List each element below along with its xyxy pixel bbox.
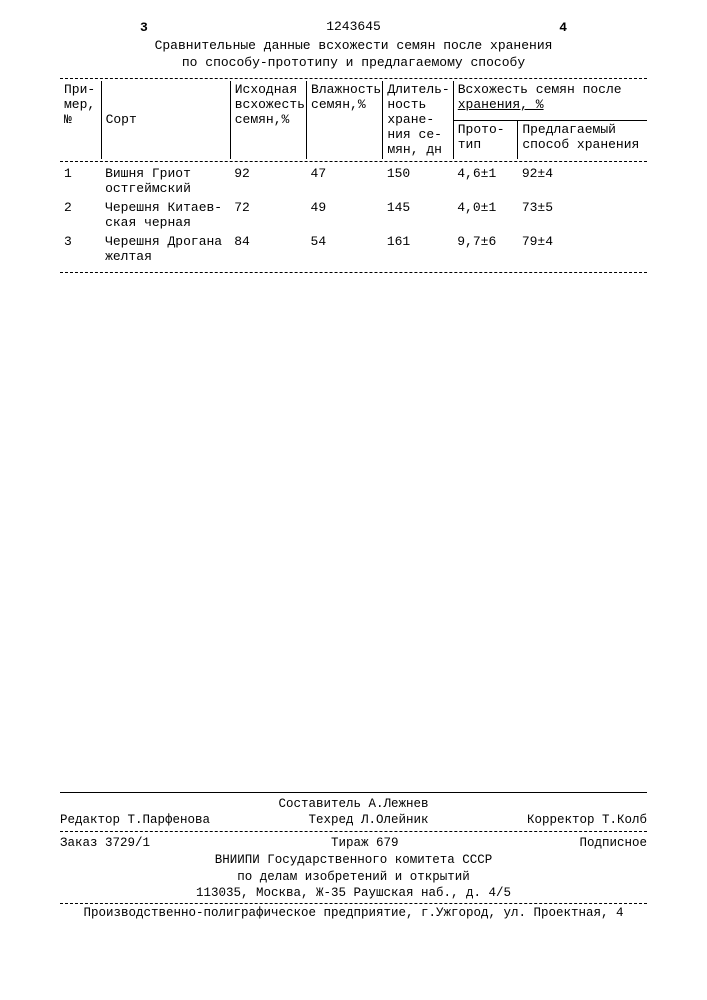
org-line-3: 113035, Москва, Ж-35 Раушская наб., д. 4… (60, 885, 647, 901)
order-line: Заказ 3729/1 (60, 836, 150, 850)
page-number-right: 4 (559, 20, 567, 35)
compiler-line: Составитель А.Лежнев (60, 797, 647, 811)
table-row: 1 Вишня Гриотостгеймский 92 47 150 4,6±1… (60, 164, 647, 198)
col-header-number: При-мер,№ (60, 81, 101, 160)
col-header-proposed: Предлагаемыйспособ хранения (518, 120, 647, 159)
col-header-group: Всхожесть семян послехранения, % (453, 81, 647, 120)
org-line-2: по делам изобретений и открытий (60, 869, 647, 885)
col-header-proto: Прото-тип (453, 120, 518, 159)
footer-block: Составитель А.Лежнев Редактор Т.Парфенов… (60, 788, 647, 920)
tirazh-line: Тираж 679 (331, 836, 399, 850)
table-row: 3 Черешня Дроганажелтая 84 54 161 9,7±6 … (60, 232, 647, 266)
table-title: Сравнительные данные всхожести семян пос… (60, 38, 647, 72)
divider (60, 78, 647, 79)
data-table: При-мер,№ Сорт Исходнаявсхожестьсемян,% … (60, 81, 647, 276)
col-header-initial: Исходнаявсхожестьсемян,% (230, 81, 306, 160)
col-header-sort: Сорт (101, 81, 230, 160)
print-line: Производственно-полиграфическое предприя… (60, 906, 647, 920)
page-number-left: 3 (140, 20, 148, 35)
sign-line: Подписное (579, 836, 647, 850)
table-row: 2 Черешня Китаев-ская черная 72 49 145 4… (60, 198, 647, 232)
corrector-line: Корректор Т.Колб (527, 813, 647, 827)
org-line-1: ВНИИПИ Государственного комитета СССР (60, 852, 647, 868)
tehred-line: Техред Л.Олейник (308, 813, 428, 827)
editor-line: Редактор Т.Парфенова (60, 813, 210, 827)
col-header-duration: Длитель-ностьхране-ния се-мян, дн (383, 81, 453, 160)
col-header-humidity: Влажностьсемян,% (307, 81, 383, 160)
